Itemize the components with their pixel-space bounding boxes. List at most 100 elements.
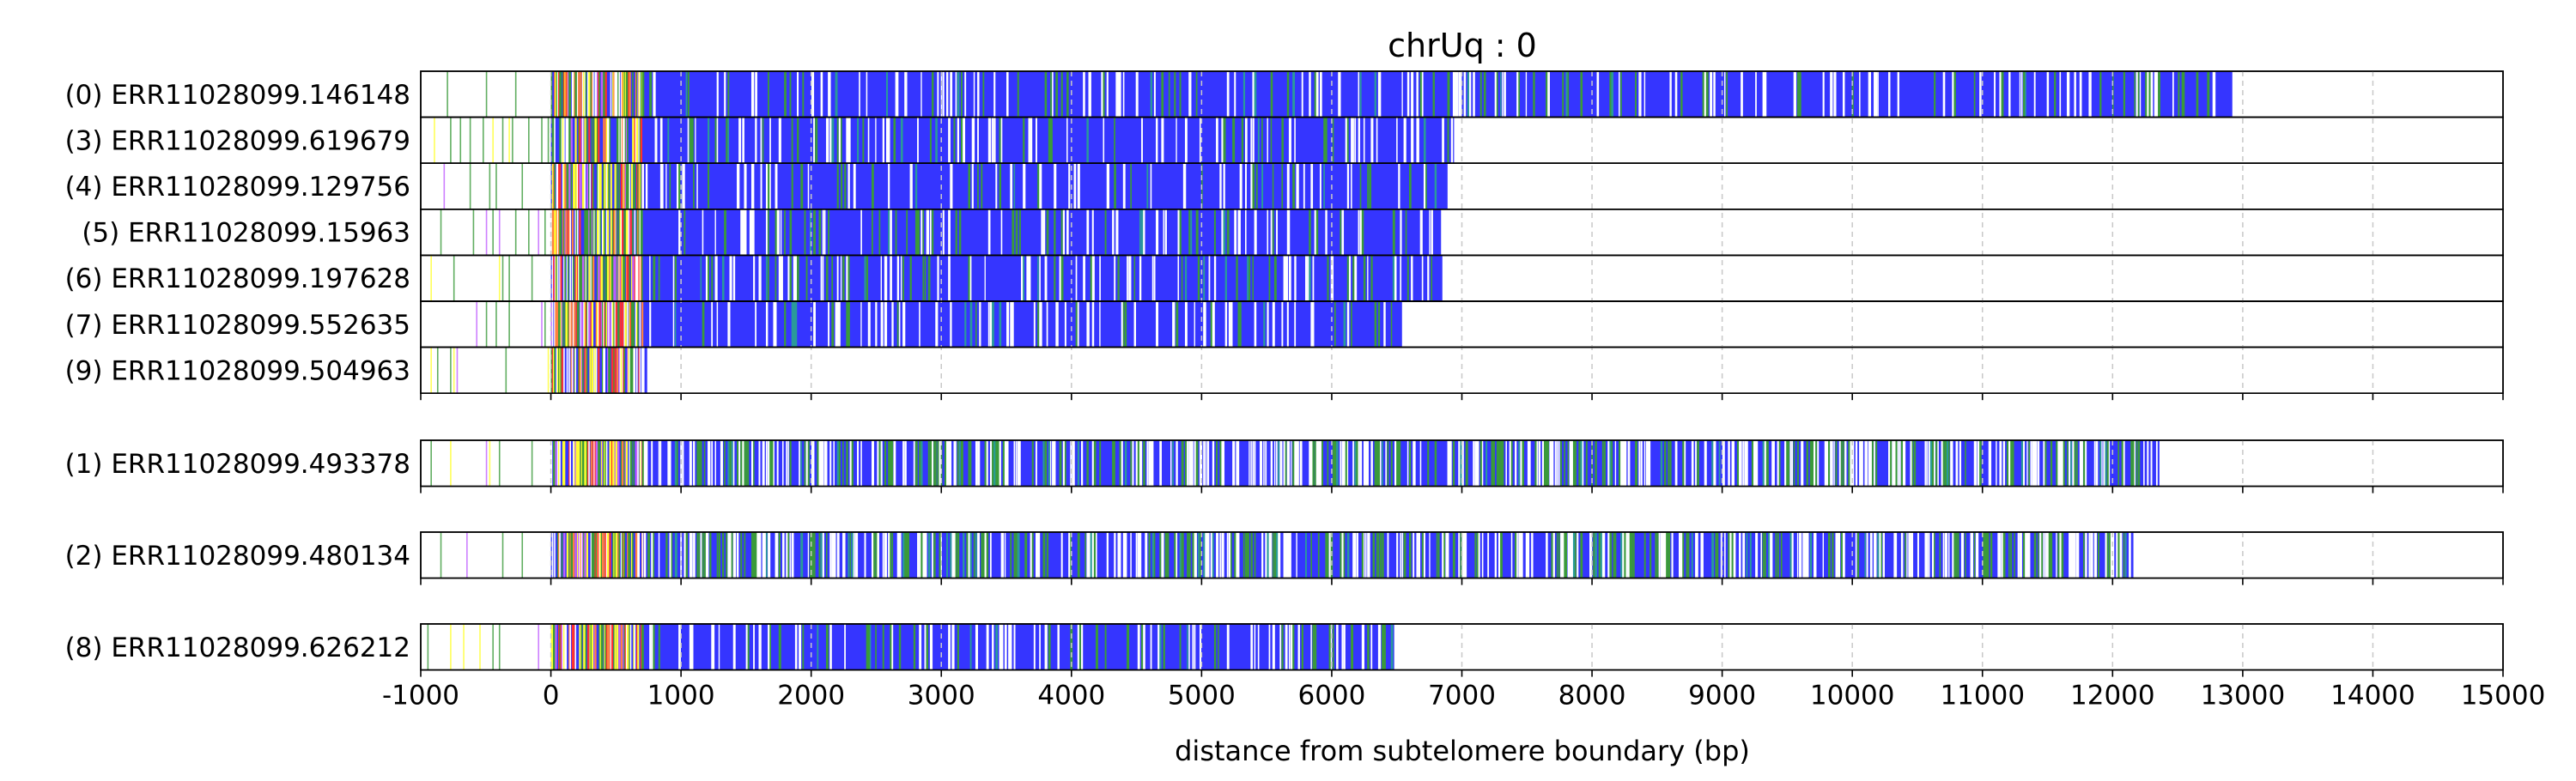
gap-mark bbox=[1336, 624, 1339, 670]
variant-mark bbox=[1276, 532, 1279, 578]
variant-mark bbox=[598, 209, 600, 256]
gap-mark bbox=[953, 440, 957, 487]
gap-mark bbox=[1859, 440, 1862, 487]
gap-mark bbox=[1137, 624, 1140, 670]
variant-mark bbox=[607, 209, 610, 256]
variant-mark bbox=[1702, 71, 1705, 118]
gap-mark bbox=[857, 440, 860, 487]
gap-mark bbox=[1596, 71, 1600, 118]
gap-mark bbox=[635, 255, 637, 301]
gap-mark bbox=[888, 117, 890, 164]
gap-mark bbox=[1518, 532, 1521, 578]
variant-mark bbox=[784, 71, 787, 118]
variant-mark bbox=[613, 532, 616, 578]
gap-mark bbox=[588, 440, 590, 487]
gap-mark bbox=[2093, 532, 2098, 578]
variant-mark bbox=[1224, 255, 1227, 301]
variant-mark bbox=[512, 117, 513, 164]
gap-mark bbox=[1724, 71, 1726, 118]
variant-mark bbox=[1015, 209, 1018, 256]
variant-mark bbox=[1060, 209, 1063, 256]
gap-mark bbox=[1793, 71, 1797, 118]
variant-mark bbox=[884, 440, 887, 487]
gap-mark bbox=[1066, 117, 1068, 164]
variant-mark bbox=[618, 255, 621, 301]
variant-mark bbox=[1086, 117, 1089, 164]
variant-mark bbox=[592, 209, 594, 256]
gap-mark bbox=[1346, 440, 1349, 487]
variant-mark bbox=[604, 163, 606, 209]
gap-mark bbox=[1283, 440, 1286, 487]
gap-mark bbox=[2119, 532, 2123, 578]
gap-mark bbox=[1267, 209, 1269, 256]
variant-mark bbox=[919, 440, 921, 487]
gap-mark bbox=[635, 117, 637, 164]
gap-mark bbox=[1039, 301, 1042, 348]
variant-mark bbox=[904, 532, 908, 578]
variant-mark bbox=[561, 301, 563, 348]
variant-mark bbox=[1249, 255, 1251, 301]
gap-mark bbox=[1187, 440, 1189, 487]
variant-mark bbox=[1090, 255, 1093, 301]
gap-mark bbox=[1268, 532, 1272, 578]
gap-mark bbox=[649, 624, 652, 670]
variant-mark bbox=[562, 117, 565, 164]
gap-mark bbox=[1341, 440, 1345, 487]
gap-mark bbox=[687, 117, 690, 164]
variant-mark bbox=[898, 624, 902, 670]
gap-mark bbox=[1814, 440, 1816, 487]
variant-mark bbox=[1042, 532, 1046, 578]
variant-mark bbox=[1697, 440, 1699, 487]
variant-mark bbox=[618, 301, 620, 348]
variant-mark bbox=[593, 624, 596, 670]
gap-mark bbox=[2090, 532, 2093, 578]
gap-mark bbox=[2066, 71, 2070, 118]
variant-mark bbox=[619, 209, 622, 256]
variant-mark bbox=[2006, 440, 2009, 487]
variant-mark bbox=[555, 624, 557, 670]
gap-mark bbox=[1359, 209, 1363, 256]
gap-mark bbox=[1286, 532, 1290, 578]
gap-mark bbox=[2026, 440, 2028, 487]
gap-mark bbox=[2150, 440, 2153, 487]
variant-mark bbox=[585, 624, 587, 670]
gap-mark bbox=[1645, 440, 1649, 487]
variant-mark bbox=[1809, 532, 1813, 578]
gap-mark bbox=[1114, 532, 1116, 578]
variant-mark bbox=[955, 532, 957, 578]
variant-mark bbox=[635, 71, 637, 118]
variant-mark bbox=[2137, 71, 2140, 118]
variant-mark bbox=[623, 532, 625, 578]
variant-mark bbox=[1437, 532, 1440, 578]
gap-mark bbox=[811, 440, 815, 487]
gap-mark bbox=[1950, 440, 1953, 487]
gap-mark bbox=[1622, 532, 1625, 578]
variant-mark bbox=[914, 163, 918, 209]
variant-mark bbox=[583, 71, 586, 118]
gap-mark bbox=[880, 301, 884, 348]
variant-mark bbox=[592, 163, 594, 209]
variant-mark bbox=[623, 255, 626, 301]
variant-mark bbox=[714, 117, 717, 164]
gap-mark bbox=[964, 71, 967, 118]
variant-mark bbox=[1911, 440, 1914, 487]
gap-mark bbox=[765, 440, 768, 487]
gap-mark bbox=[1777, 440, 1780, 487]
gap-mark bbox=[1999, 71, 2002, 118]
gap-mark bbox=[1830, 71, 1833, 118]
variant-mark bbox=[2130, 440, 2134, 487]
variant-mark bbox=[560, 71, 562, 118]
gap-mark bbox=[1106, 532, 1109, 578]
gap-mark bbox=[1516, 532, 1518, 578]
variant-mark bbox=[551, 163, 554, 209]
variant-mark bbox=[623, 624, 626, 670]
gap-mark bbox=[823, 440, 827, 487]
variant-mark bbox=[579, 163, 581, 209]
variant-mark bbox=[2063, 440, 2065, 487]
variant-mark bbox=[614, 624, 617, 670]
gap-mark bbox=[1861, 440, 1863, 487]
variant-mark bbox=[2008, 532, 2010, 578]
gap-mark bbox=[638, 532, 641, 578]
gap-mark bbox=[1791, 532, 1794, 578]
variant-mark bbox=[906, 209, 908, 256]
